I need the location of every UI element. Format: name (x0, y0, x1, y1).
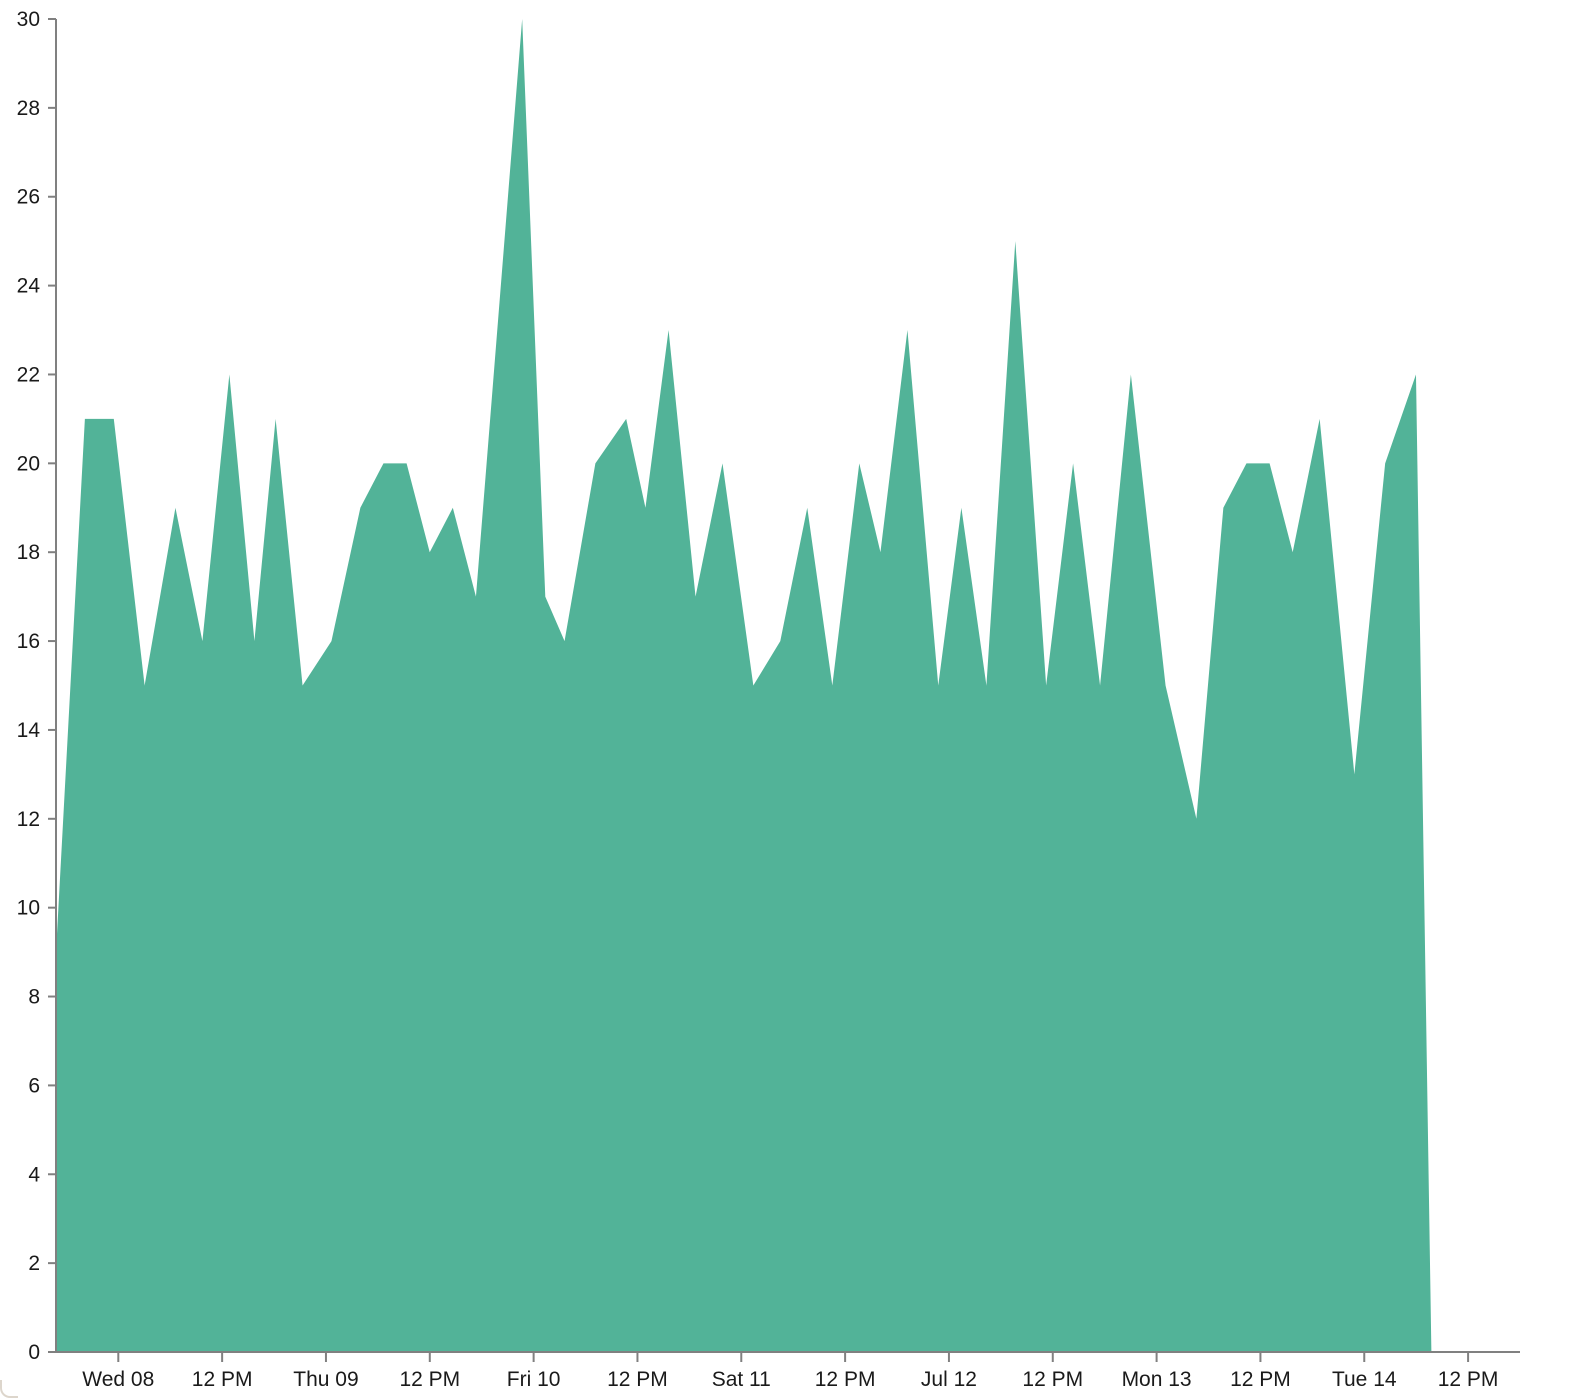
y-tick-label: 22 (17, 363, 40, 386)
y-tick-label: 4 (28, 1163, 40, 1186)
x-tick-label: Wed 08 (82, 1368, 154, 1391)
x-axis-ticks: Wed 08 12 PM Thu 09 12 PM Fri 10 12 PM Sat 11 1… (82, 1352, 1498, 1391)
x-tick-label: 12 PM (1230, 1368, 1291, 1391)
x-tick-label: 12 PM (399, 1368, 460, 1391)
y-tick-label: 18 (17, 541, 40, 564)
y-tick-label: 16 (17, 630, 40, 653)
x-tick-label: Mon 13 (1122, 1368, 1192, 1391)
x-axis: Wed 08 12 PM Thu 09 12 PM Fri 10 12 PM Sat 11 1… (56, 1351, 1520, 1391)
y-tick-label: 2 (28, 1252, 40, 1275)
y-tick-label: 30 (17, 8, 40, 31)
y-tick-label: 20 (17, 452, 40, 475)
x-tick-label: Thu 09 (293, 1368, 358, 1391)
x-tick-label: Tue 14 (1332, 1368, 1397, 1391)
x-tick-label: 12 PM (1438, 1368, 1499, 1391)
x-tick-label: 12 PM (1022, 1368, 1083, 1391)
y-tick-label: 8 (28, 986, 40, 1009)
y-tick-label: 28 (17, 97, 40, 120)
y-tick-label: 14 (17, 719, 41, 742)
x-tick-label: Fri 10 (507, 1368, 561, 1391)
area-series-path (56, 19, 1432, 1352)
x-tick-label: 12 PM (815, 1368, 876, 1391)
y-tick-label: 12 (17, 808, 40, 831)
x-tick-label: Sat 11 (712, 1368, 771, 1391)
x-tick-label: 12 PM (192, 1368, 253, 1391)
y-tick-label: 0 (28, 1341, 40, 1364)
x-tick-label: 12 PM (607, 1368, 668, 1391)
y-tick-label: 10 (17, 897, 40, 920)
y-tick-label: 26 (17, 186, 40, 209)
x-tick-label: Jul 12 (921, 1368, 977, 1391)
y-tick-label: 6 (28, 1074, 40, 1097)
chart-plot-area (56, 19, 1432, 1352)
y-tick-label: 24 (17, 275, 41, 298)
